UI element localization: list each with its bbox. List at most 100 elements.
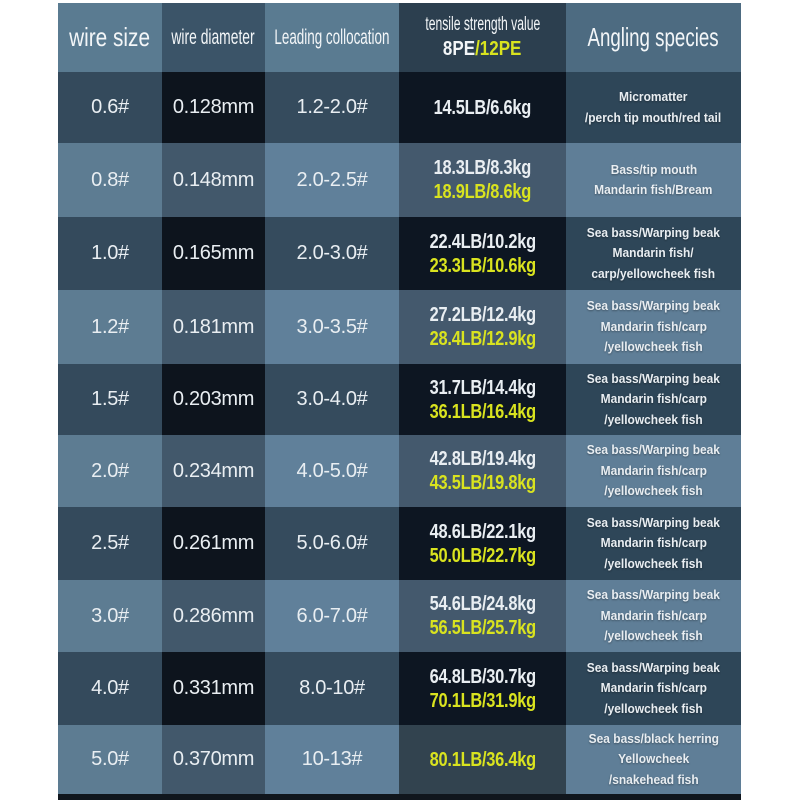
wire-size-value: 1.2#: [91, 315, 129, 338]
bottom-strip: [58, 794, 741, 800]
tensile-strength-cell: 14.5LB/6.6kg: [399, 72, 566, 143]
wire-diameter-value: 0.203mm: [172, 388, 255, 410]
tensile-strength-cell: 27.2LB/12.4kg 28.4LB/12.9kg: [399, 290, 566, 364]
angling-species-cell: Sea bass/black herring Yellowcheek/snakeh…: [566, 725, 741, 794]
species-line: /yellowcheek fish: [604, 700, 703, 716]
table-row: 4.0# 0.331mm 8.0-10# 64.8LB/30.7kg 70.1L…: [58, 652, 741, 725]
column-header-wire-diameter: wire diameter: [162, 3, 265, 72]
table-row: 2.0# 0.234mm 4.0-5.0# 42.8LB/19.4kg 43.5…: [58, 435, 741, 507]
species-line: /yellowcheek fish: [604, 555, 703, 571]
pe12-label: /12PE: [475, 38, 522, 60]
species-line: /yellowcheek fish: [604, 483, 703, 499]
species-line: Mandarin fish/: [612, 245, 695, 261]
species-line: Mandarin fish/carp: [600, 680, 707, 696]
leading-collocation-cell: 1.2-2.0#: [265, 72, 399, 143]
tensile-12pe-value: 80.1LB/36.4kg: [429, 748, 536, 771]
leading-collocation-cell: 3.0-4.0#: [265, 364, 399, 435]
species-line: Mandarin fish/Bream: [594, 182, 713, 197]
tensile-strength-cell: 18.3LB/8.3kg 18.9LB/8.6kg: [399, 143, 566, 217]
species-line: Sea bass/Warping beak: [586, 224, 721, 240]
species-line: /yellowcheek fish: [604, 628, 703, 644]
wire-diameter-cell: 0.181mm: [162, 290, 265, 364]
species-line: Sea bass/Warping beak: [586, 370, 721, 386]
tensile-strength-cell: 42.8LB/19.4kg 43.5LB/19.8kg: [399, 435, 566, 507]
wire-size-value: 0.6#: [91, 96, 129, 118]
tensile-strength-cell: 54.6LB/24.8kg 56.5LB/25.7kg: [399, 580, 566, 652]
leading-collocation-value: 2.0-2.5#: [296, 168, 368, 191]
wire-size-cell: 0.8#: [58, 143, 162, 217]
species-line: Mandarin fish/carp: [600, 535, 707, 551]
tensile-strength-cell: 31.7LB/14.4kg 36.1LB/16.4kg: [399, 364, 566, 435]
leading-collocation-value: 2.0-3.0#: [296, 242, 368, 264]
species-line: Micromatter: [619, 89, 688, 104]
species-line: Sea bass/Warping beak: [586, 659, 721, 675]
wire-size-value: 1.0#: [91, 242, 129, 264]
wire-size-cell: 0.6#: [58, 72, 162, 143]
wire-diameter-cell: 0.128mm: [162, 72, 265, 143]
wire-diameter-cell: 0.203mm: [162, 364, 265, 435]
wire-size-value: 0.8#: [91, 168, 129, 191]
wire-diameter-value: 0.331mm: [172, 677, 255, 699]
tensile-12pe-value: 23.3LB/10.6kg: [429, 254, 536, 277]
tensile-12pe-value: 43.5LB/19.8kg: [429, 472, 536, 494]
tensile-strength-cell: 22.4LB/10.2kg 23.3LB/10.6kg: [399, 217, 566, 290]
wire-size-value: 5.0#: [91, 748, 129, 770]
wire-size-cell: 4.0#: [58, 652, 162, 725]
leading-collocation-cell: 2.0-2.5#: [265, 143, 399, 217]
wire-size-value: 1.5#: [91, 388, 129, 410]
tensile-12pe-value: 28.4LB/12.9kg: [429, 328, 536, 350]
wire-diameter-cell: 0.370mm: [162, 725, 265, 794]
wire-size-cell: 2.0#: [58, 435, 162, 507]
species-line: Mandarin fish/carp: [600, 391, 707, 407]
column-header-label: Angling species: [587, 22, 720, 52]
leading-collocation-cell: 2.0-3.0#: [265, 217, 399, 290]
wire-diameter-value: 0.261mm: [172, 532, 255, 554]
wire-diameter-cell: 0.148mm: [162, 143, 265, 217]
wire-diameter-value: 0.181mm: [172, 315, 255, 338]
angling-species-cell: Bass/tip mouth Mandarin fish/Bream: [566, 143, 741, 217]
leading-collocation-cell: 4.0-5.0#: [265, 435, 399, 507]
wire-diameter-value: 0.148mm: [172, 168, 255, 191]
table-row: 1.2# 0.181mm 3.0-3.5# 27.2LB/12.4kg 28.4…: [58, 290, 741, 364]
wire-diameter-cell: 0.165mm: [162, 217, 265, 290]
table-row: 1.5# 0.203mm 3.0-4.0# 31.7LB/14.4kg 36.1…: [58, 364, 741, 435]
leading-collocation-value: 10-13#: [301, 748, 363, 770]
wire-diameter-cell: 0.234mm: [162, 435, 265, 507]
leading-collocation-value: 4.0-5.0#: [296, 459, 368, 482]
leading-collocation-cell: 10-13#: [265, 725, 399, 794]
wire-diameter-value: 0.128mm: [172, 96, 255, 118]
pe8-label: 8PE: [443, 38, 476, 60]
tensile-8pe-value: 64.8LB/30.7kg: [429, 665, 536, 688]
table-row: 1.0# 0.165mm 2.0-3.0# 22.4LB/10.2kg 23.3…: [58, 217, 741, 290]
table-row: 5.0# 0.370mm 10-13# 80.1LB/36.4kg Sea ba…: [58, 725, 741, 794]
leading-collocation-value: 1.2-2.0#: [296, 96, 368, 118]
angling-species-cell: Sea bass/Warping beak Mandarin fish/carp /…: [566, 652, 741, 725]
table-row: 0.6# 0.128mm 1.2-2.0# 14.5LB/6.6kg Micro…: [58, 72, 741, 143]
tensile-8pe-value: 27.2LB/12.4kg: [429, 304, 536, 326]
species-line: Sea bass/Warping beak: [586, 298, 721, 314]
wire-diameter-cell: 0.261mm: [162, 507, 265, 580]
leading-collocation-cell: 8.0-10#: [265, 652, 399, 725]
wire-size-cell: 1.5#: [58, 364, 162, 435]
leading-collocation-value: 5.0-6.0#: [296, 532, 368, 554]
tensile-12pe-value: 18.9LB/8.6kg: [433, 181, 532, 203]
leading-collocation-cell: 6.0-7.0#: [265, 580, 399, 652]
tensile-8pe-value: 48.6LB/22.1kg: [429, 520, 536, 543]
fishing-line-spec-table: wire size wire diameter Leading collocat…: [58, 3, 741, 800]
leading-collocation-value: 3.0-3.5#: [296, 315, 368, 338]
wire-size-value: 2.5#: [91, 532, 129, 554]
wire-diameter-value: 0.234mm: [172, 459, 255, 482]
table-row: 2.5# 0.261mm 5.0-6.0# 48.6LB/22.1kg 50.0…: [58, 507, 741, 580]
column-header-tensile-strength: tensile strength value 8PE/12PE: [399, 3, 566, 72]
column-header-wire-size: wire size: [58, 3, 162, 72]
species-line: Bass/tip mouth: [610, 161, 697, 177]
species-line: Sea bass/Warping beak: [586, 514, 721, 530]
column-header-label: Leading collocation: [274, 25, 390, 49]
wire-diameter-cell: 0.286mm: [162, 580, 265, 652]
tensile-8pe-value: 54.6LB/24.8kg: [429, 593, 536, 615]
species-line: Sea bass/Warping beak: [586, 587, 721, 603]
leading-collocation-value: 3.0-4.0#: [296, 388, 368, 410]
